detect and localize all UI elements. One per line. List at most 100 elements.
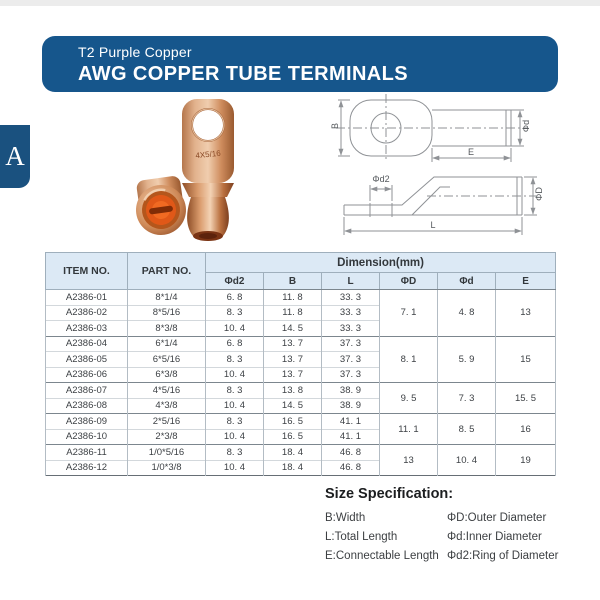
table-row: A2386-01 8*1/4 6. 8 11. 8 33. 3 7. 1 4. … <box>45 289 557 336</box>
cell-part: 4*5/16 <box>127 382 206 398</box>
cell-e: 16 <box>494 413 557 445</box>
cell-d2: 6. 8 <box>205 335 264 352</box>
cell-item: A2386-11 <box>45 444 128 460</box>
cell-part: 2*5/16 <box>127 413 206 429</box>
cell-l: 46. 8 <box>321 444 380 460</box>
cell-item: A2386-10 <box>45 428 128 445</box>
header-subtitle: T2 Purple Copper <box>78 44 192 60</box>
cell-l: 37. 3 <box>321 366 380 383</box>
table-row: A2386-09 2*5/16 8. 3 16. 5 41. 1 11. 1 8… <box>45 413 557 445</box>
cell-d2: 8. 3 <box>205 382 264 398</box>
cell-l: 38. 9 <box>321 397 380 414</box>
section-tab-a: A <box>0 125 30 188</box>
col-header-item-no: ITEM NO. <box>45 252 128 290</box>
cell-d2: 10. 4 <box>205 459 264 476</box>
cell-l: 33. 3 <box>321 289 380 305</box>
size-spec-title: Size Specification: <box>325 486 454 502</box>
cell-b: 14. 5 <box>263 397 322 414</box>
cell-dd: 7. 3 <box>437 382 496 414</box>
table-row: A2386-03 8*3/8 10. 4 14. 5 33. 3 <box>45 320 556 336</box>
cell-e: 15. 5 <box>494 382 557 414</box>
cell-d2: 8. 3 <box>205 304 264 321</box>
cell-dD: 11. 1 <box>379 413 438 445</box>
cell-l: 33. 3 <box>321 304 380 321</box>
cell-item: A2386-12 <box>45 459 128 476</box>
cell-d2: 6. 8 <box>205 289 264 305</box>
lug-end-view <box>136 176 186 235</box>
cell-e: 19 <box>494 444 557 476</box>
side-view-inner-slant <box>411 186 450 216</box>
cell-part: 8*3/8 <box>127 320 206 336</box>
legend-dD: ΦD:Outer Diameter <box>447 512 547 524</box>
cell-b: 16. 5 <box>263 428 322 445</box>
legend-dd: Φd:Inner Diameter <box>447 531 542 543</box>
cell-b: 16. 5 <box>263 413 322 429</box>
table-row: A2386-07 4*5/16 8. 3 13. 8 38. 9 9. 5 7.… <box>45 382 557 414</box>
side-view-length-label: L <box>430 220 435 230</box>
cell-part: 1/0*3/8 <box>127 459 206 476</box>
cell-l: 46. 8 <box>321 459 380 476</box>
cell-dD: 13 <box>379 444 438 476</box>
table-row: A2386-11 1/0*5/16 8. 3 18. 4 46. 8 13 10… <box>45 444 557 476</box>
side-view-ring-dia-label: Φd2 <box>372 174 389 184</box>
cell-b: 11. 8 <box>263 289 322 305</box>
cell-item: A2386-01 <box>45 289 128 305</box>
side-view-hole-marks <box>369 203 393 217</box>
cell-l: 37. 3 <box>321 335 380 352</box>
cell-part: 6*5/16 <box>127 351 206 367</box>
col-header-d2: Φd2 <box>205 272 264 290</box>
cell-item: A2386-04 <box>45 335 128 352</box>
cell-part: 8*1/4 <box>127 289 206 305</box>
cell-d2: 10. 4 <box>205 366 264 383</box>
diagram-top-view: B Φd E <box>328 92 562 166</box>
cell-b: 13. 7 <box>263 335 322 352</box>
cell-item: A2386-02 <box>45 304 128 321</box>
cell-d2: 8. 3 <box>205 413 264 429</box>
table-row: A2386-10 2*3/8 10. 4 16. 5 41. 1 <box>45 428 556 445</box>
top-view-connect-len-label: E <box>468 147 474 157</box>
cell-dd: 4. 8 <box>437 289 496 336</box>
cell-item: A2386-06 <box>45 366 128 383</box>
table-row: A2386-04 6*1/4 6. 8 13. 7 37. 3 8. 1 5. … <box>45 335 557 383</box>
col-header-b: B <box>263 272 322 290</box>
cell-part: 6*1/4 <box>127 335 206 352</box>
cell-e: 15 <box>494 335 557 383</box>
cell-dD: 9. 5 <box>379 382 438 414</box>
top-view-width-label: B <box>330 123 340 129</box>
cell-d2: 10. 4 <box>205 428 264 445</box>
cell-d2: 8. 3 <box>205 351 264 367</box>
table-row: A2386-05 6*5/16 8. 3 13. 7 37. 3 <box>45 351 556 367</box>
cell-b: 18. 4 <box>263 459 322 476</box>
legend-b: B:Width <box>325 512 366 524</box>
cell-b: 11. 8 <box>263 304 322 321</box>
lug-stamp-text: 4X5/16 <box>195 149 222 161</box>
legend-e: E:Connectable Length <box>325 550 439 562</box>
cell-e: 13 <box>494 289 557 336</box>
cell-item: A2386-09 <box>45 413 128 429</box>
col-header-l: L <box>321 272 380 290</box>
cell-d2: 8. 3 <box>205 444 264 460</box>
lug-barrel <box>187 197 229 236</box>
size-specification: Size Specification: B:Width ΦD:Outer Dia… <box>325 486 575 562</box>
col-header-dimension: Dimension(mm) <box>204 252 557 273</box>
cell-dD: 7. 1 <box>379 289 438 336</box>
cell-l: 41. 1 <box>321 428 380 445</box>
diagram-side-view: Φd2 ΦD L <box>332 163 562 239</box>
size-spec-legend: B:Width ΦD:Outer Diameter L:Total Length… <box>325 512 575 562</box>
col-header-part-no: PART NO. <box>127 252 206 290</box>
side-view-outer-dia-label: ΦD <box>534 187 544 201</box>
cell-b: 18. 4 <box>263 444 322 460</box>
copper-lug-illustration: 4X5/16 <box>136 99 234 241</box>
table-row: A2386-06 6*3/8 10. 4 13. 7 37. 3 <box>45 366 556 383</box>
cell-d2: 10. 4 <box>205 320 264 336</box>
col-header-dd: Φd <box>437 272 496 290</box>
cell-d2: 10. 4 <box>205 397 264 414</box>
top-view-inner-dia-label: Φd <box>521 120 531 132</box>
product-photo: 4X5/16 <box>130 93 310 245</box>
cell-item: A2386-07 <box>45 382 128 398</box>
table-row: A2386-02 8*5/16 8. 3 11. 8 33. 3 <box>45 304 556 321</box>
dimension-table: ITEM NO. PART NO. Dimension(mm) Φd2 B L … <box>45 252 557 476</box>
cell-part: 4*3/8 <box>127 397 206 414</box>
cell-l: 41. 1 <box>321 413 380 429</box>
